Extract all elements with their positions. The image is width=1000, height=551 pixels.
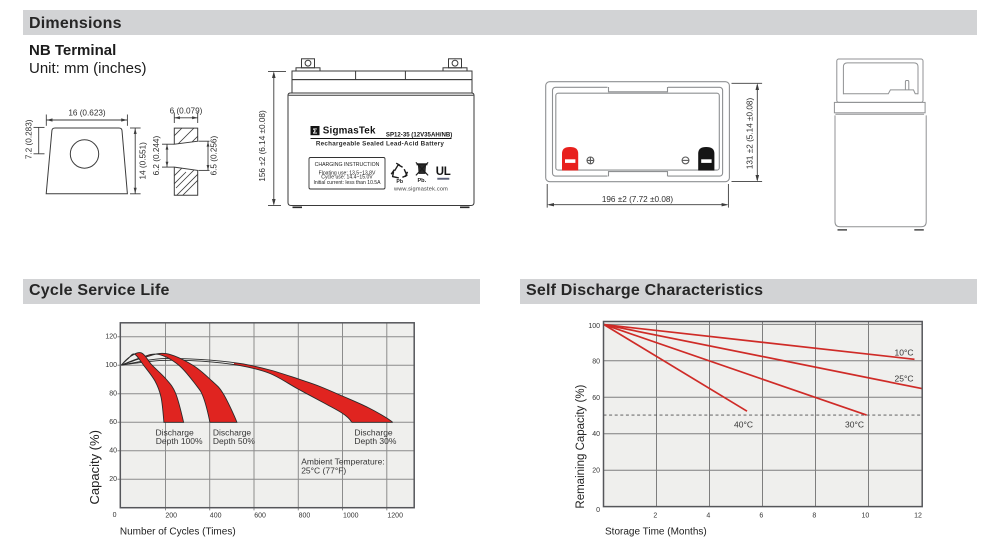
svg-text:4: 4 <box>706 513 710 520</box>
svg-text:7.2 (0.283): 7.2 (0.283) <box>25 119 34 159</box>
svg-text:131 ±2 (5.14 ±0.08): 131 ±2 (5.14 ±0.08) <box>745 98 754 170</box>
svg-text:0: 0 <box>113 512 117 519</box>
svg-text:6 (0.079): 6 (0.079) <box>170 107 203 116</box>
svg-text:Depth 30%: Depth 30% <box>354 436 396 446</box>
svg-text:Σ: Σ <box>313 127 318 136</box>
svg-text:20: 20 <box>592 468 600 475</box>
svg-text:Discharge: Discharge <box>156 427 195 437</box>
svg-text:Discharge: Discharge <box>354 427 393 437</box>
svg-text:600: 600 <box>254 512 266 519</box>
svg-text:60: 60 <box>109 419 117 426</box>
svg-text:SP12-35 (12V35AH/NB): SP12-35 (12V35AH/NB) <box>386 131 452 138</box>
svg-text:UL: UL <box>436 166 451 178</box>
svg-text:Remaining Capacity (%): Remaining Capacity (%) <box>575 384 587 508</box>
svg-text:Depth 100%: Depth 100% <box>156 436 203 446</box>
svg-text:60: 60 <box>592 395 600 402</box>
svg-text:40°C: 40°C <box>734 420 753 430</box>
svg-text:Discharge: Discharge <box>213 427 252 437</box>
svg-text:Depth 50%: Depth 50% <box>213 436 255 446</box>
svg-text:6.5 (0.256): 6.5 (0.256) <box>210 136 219 176</box>
svg-text:200: 200 <box>165 512 177 519</box>
svg-text:Storage Time (Months): Storage Time (Months) <box>605 526 707 537</box>
svg-text:Pb.: Pb. <box>417 178 426 184</box>
svg-text:6.2 (0.244): 6.2 (0.244) <box>152 136 161 176</box>
svg-text:Number of Cycles (Times): Number of Cycles (Times) <box>120 526 236 537</box>
svg-text:16 (0.623): 16 (0.623) <box>68 109 106 118</box>
svg-text:80: 80 <box>109 391 117 398</box>
svg-text:10: 10 <box>862 513 870 520</box>
svg-text:196 ±2 (7.72 ±0.08): 196 ±2 (7.72 ±0.08) <box>602 195 674 204</box>
svg-text:100: 100 <box>105 362 117 369</box>
svg-text:120: 120 <box>105 334 117 341</box>
svg-text:www.sigmastek.com: www.sigmastek.com <box>393 187 448 193</box>
svg-text:40: 40 <box>109 447 117 454</box>
svg-text:SigmasTek: SigmasTek <box>323 126 376 137</box>
svg-text:Floating use: 13.5~13.8V: Floating use: 13.5~13.8V <box>319 171 376 177</box>
svg-text:25°C: 25°C <box>895 374 914 384</box>
svg-text:Capacity (%): Capacity (%) <box>87 430 102 504</box>
svg-text:25°C (77°F): 25°C (77°F) <box>301 466 346 476</box>
svg-text:1200: 1200 <box>387 512 403 519</box>
svg-text:14 (0.551): 14 (0.551) <box>139 142 148 180</box>
svg-text:0: 0 <box>596 507 600 514</box>
svg-text:10°C: 10°C <box>895 348 914 358</box>
svg-text:Pb: Pb <box>396 179 403 185</box>
svg-text:80: 80 <box>592 358 600 365</box>
svg-text:400: 400 <box>210 512 222 519</box>
svg-text:Cycle use: 14.4~15.0V: Cycle use: 14.4~15.0V <box>321 175 373 181</box>
svg-text:Initial current: less than 10.: Initial current: less than 10.5A <box>313 180 381 186</box>
svg-text:156 ±2 (6.14 ±0.08): 156 ±2 (6.14 ±0.08) <box>258 110 267 182</box>
svg-text:CHARGING INSTRUCTION: CHARGING INSTRUCTION <box>315 162 380 168</box>
svg-text:20: 20 <box>109 476 117 483</box>
svg-text:2: 2 <box>653 513 657 520</box>
svg-text:6: 6 <box>759 513 763 520</box>
svg-text:40: 40 <box>592 431 600 438</box>
svg-text:1000: 1000 <box>343 512 359 519</box>
svg-text:100: 100 <box>588 323 600 330</box>
svg-text:8: 8 <box>812 513 816 520</box>
svg-text:Rechargeable Sealed Lead-Acid: Rechargeable Sealed Lead-Acid Battery <box>316 141 444 148</box>
svg-text:800: 800 <box>299 512 311 519</box>
svg-text:Ambient Temperature:: Ambient Temperature: <box>301 456 384 466</box>
svg-text:30°C: 30°C <box>845 420 864 430</box>
svg-text:12: 12 <box>914 513 922 520</box>
